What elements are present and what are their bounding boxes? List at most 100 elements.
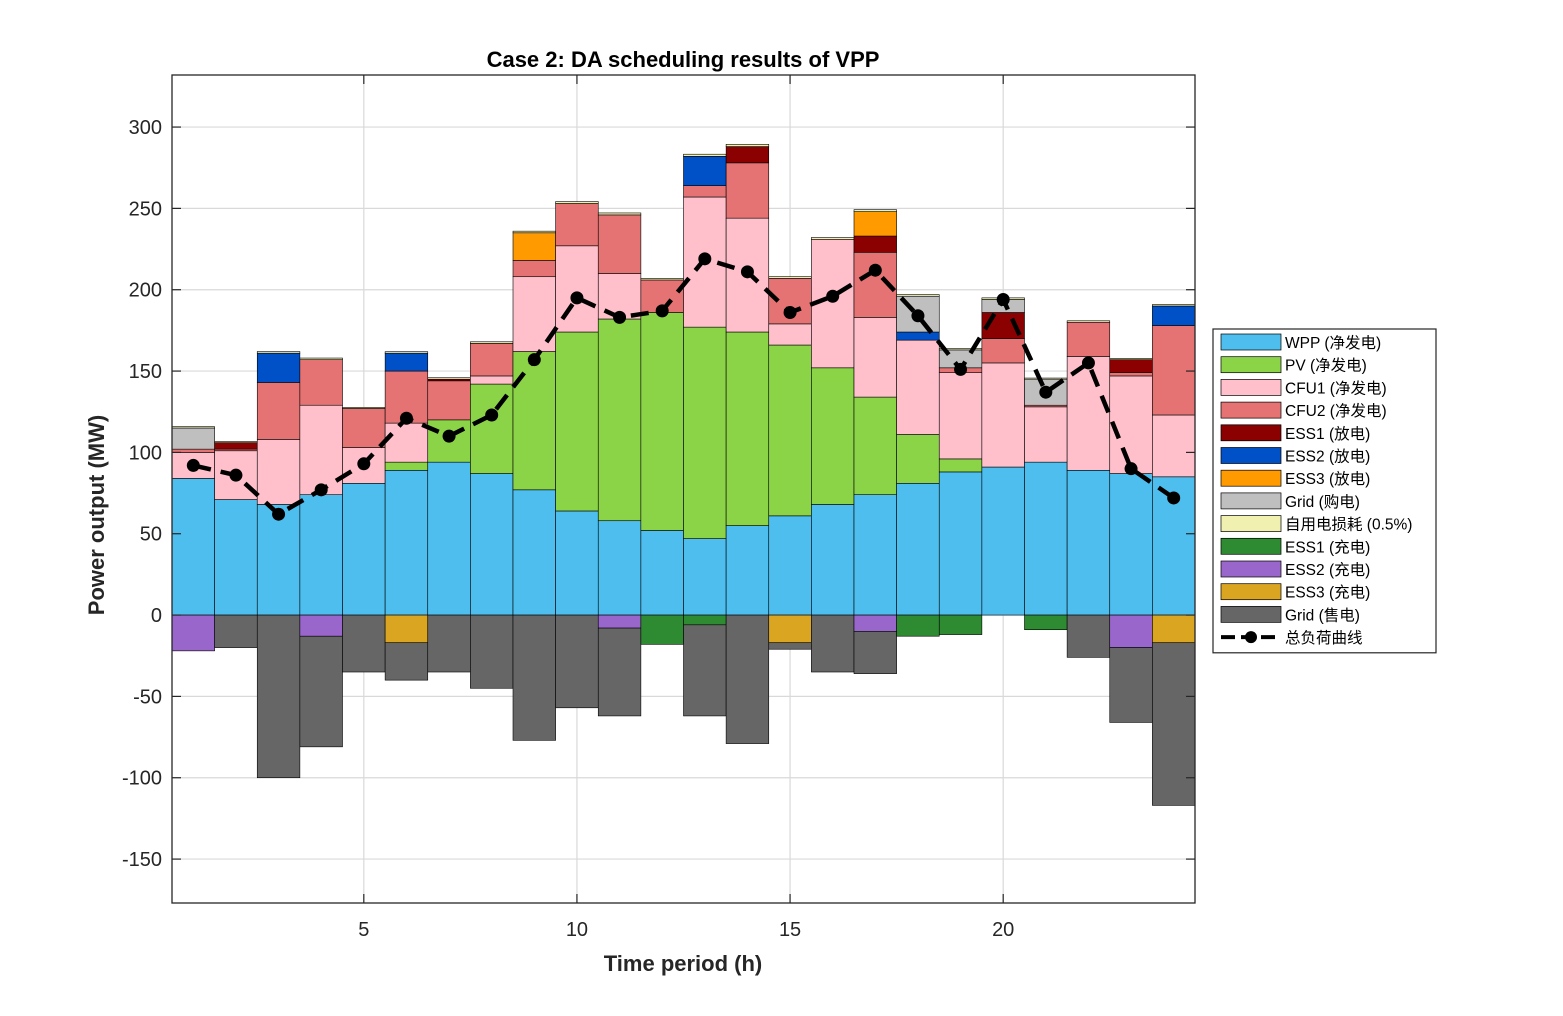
bar-segment-9	[640, 278, 684, 281]
y-tick-label: 250	[129, 198, 162, 220]
bar-segment-2	[640, 312, 684, 531]
legend-label: Grid (购电)	[1285, 493, 1360, 511]
bar-segment-3	[768, 323, 812, 346]
legend-swatch	[1220, 469, 1282, 487]
legend-label: ESS3 (放电)	[1285, 470, 1370, 488]
bar-segment-3	[384, 422, 429, 463]
bar-segment-2	[725, 331, 770, 526]
legend-swatch	[1220, 492, 1282, 510]
legend-swatch	[1220, 515, 1282, 532]
bar-segment-3	[1152, 414, 1196, 478]
bar-segment-6	[256, 352, 301, 383]
bar-segment-1	[597, 520, 642, 616]
bar-segment-1	[256, 504, 301, 616]
bar-segment-9	[1024, 377, 1068, 380]
bar-segment-1	[555, 510, 599, 616]
bar-segment-1	[853, 494, 897, 616]
bar-segment-9	[1066, 320, 1111, 323]
load-curve-point	[826, 289, 840, 303]
bar-segment-neg-4	[1066, 614, 1111, 658]
y-tick-label: 50	[140, 524, 162, 546]
y-tick-label: 100	[129, 442, 162, 464]
bar-segment-2	[597, 318, 642, 522]
load-curve-point	[740, 265, 754, 279]
bar-segment-6	[1152, 305, 1196, 326]
bar-segment-1	[384, 469, 429, 616]
bar-segment-9	[299, 357, 343, 360]
load-curve-point	[996, 292, 1010, 306]
bar-segment-4	[1109, 372, 1153, 377]
load-curve-point	[485, 408, 499, 422]
bar-segment-4	[853, 252, 897, 318]
bar-segment-1	[768, 515, 812, 616]
legend-swatch	[1220, 333, 1282, 351]
bar-segment-neg-4	[384, 642, 429, 681]
bar-segment-9	[171, 426, 215, 429]
chart-title: Case 2: DA scheduling results of VPP	[487, 47, 880, 72]
bar-segment-3	[470, 375, 514, 385]
bar-segment-9	[512, 230, 556, 234]
legend-swatch	[1220, 401, 1282, 419]
bar-segment-neg-1	[896, 614, 940, 637]
load-curve-point	[399, 411, 413, 425]
bar-segment-neg-4	[1109, 647, 1153, 723]
legend-label: PV (净发电)	[1285, 357, 1367, 375]
x-tick-label: 20	[992, 919, 1014, 941]
load-curve-point	[655, 304, 669, 318]
bar-segment-9	[427, 377, 471, 380]
bar-segment-2	[512, 351, 556, 491]
y-tick-label: 150	[129, 361, 162, 383]
bar-segment-4	[555, 203, 599, 247]
bar-segment-1	[725, 525, 770, 616]
bar-segment-9	[683, 153, 727, 157]
bar-segment-neg-4	[683, 624, 727, 717]
axes-frame	[171, 74, 1196, 904]
load-curve-point	[570, 291, 584, 305]
bar-segment-neg-4	[555, 614, 599, 709]
bar-segment-9	[811, 237, 855, 240]
bar-segment-1	[938, 471, 983, 616]
bar-segment-9	[470, 341, 514, 344]
bar-segment-neg-4	[853, 631, 897, 674]
bar-segment-4	[597, 214, 642, 274]
bar-segment-3	[1109, 375, 1153, 474]
legend-swatch	[1220, 583, 1282, 601]
bar-stacks	[171, 143, 1196, 806]
bar-segment-3	[896, 339, 940, 435]
bar-segment-1	[214, 499, 258, 616]
bar-segment-2	[938, 458, 983, 473]
legend-label: CFU1 (净发电)	[1285, 379, 1387, 397]
bar-segment-neg-4	[299, 635, 343, 748]
bar-segment-2	[470, 383, 514, 474]
bar-segment-neg-3	[1152, 614, 1196, 644]
legend-label: ESS1 (放电)	[1285, 425, 1370, 443]
legend-label: 自用电损耗 (0.5%)	[1285, 516, 1412, 534]
bar-segment-4	[470, 343, 514, 377]
load-curve-point	[868, 263, 882, 277]
bar-segment-9	[384, 351, 429, 354]
y-tick-label: -50	[133, 686, 162, 708]
y-tick-label: 200	[129, 280, 162, 302]
bar-segment-neg-4	[470, 614, 514, 689]
bar-segment-9	[555, 201, 599, 204]
x-tick-label: 5	[358, 919, 369, 941]
legend-swatch	[1220, 560, 1282, 578]
bar-segment-neg-1	[938, 614, 983, 635]
legend-label: WPP (净发电)	[1285, 334, 1381, 352]
bar-segment-2	[683, 326, 727, 539]
bar-segment-neg-4	[597, 627, 642, 717]
bar-segment-5	[853, 235, 897, 253]
y-tick-label: -100	[122, 768, 162, 790]
bar-segment-2	[384, 461, 429, 471]
bar-segment-neg-2	[853, 614, 897, 632]
load-curve-point	[314, 483, 328, 497]
bar-segment-neg-4	[512, 614, 556, 741]
legend-swatch	[1220, 424, 1282, 442]
bar-segment-4	[427, 380, 471, 421]
bar-segment-3	[981, 362, 1025, 468]
bar-segment-9	[1109, 358, 1153, 360]
legend-line-marker	[1245, 631, 1257, 644]
bar-segment-9	[896, 294, 940, 297]
y-axis-label: Power output (MW)	[84, 415, 109, 615]
